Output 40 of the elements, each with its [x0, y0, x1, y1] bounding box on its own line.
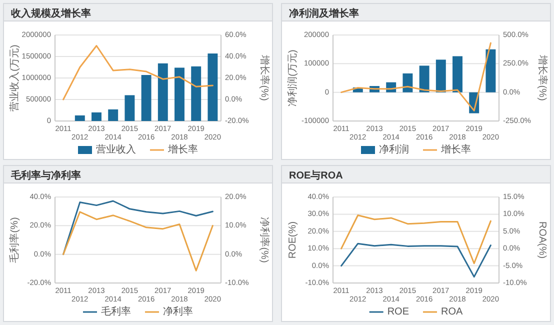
- bar: [92, 112, 102, 121]
- y-axis-title: 营业收入(万元): [8, 44, 21, 112]
- bar: [158, 63, 168, 121]
- bar: [436, 60, 446, 92]
- legend-label: 毛利率: [101, 306, 131, 318]
- legend-label: 净利率: [163, 306, 193, 318]
- bar: [419, 66, 430, 92]
- y-axis-title: 净利润(万元): [286, 50, 299, 106]
- chart-title: ROE与ROA: [289, 170, 343, 182]
- legend-label: 营业收入: [96, 144, 136, 156]
- legend-label: 增长率: [440, 144, 471, 156]
- line-series: [340, 42, 492, 112]
- y2-axis-title: 净利率(%): [258, 217, 270, 263]
- bar: [174, 68, 184, 121]
- legend-label: 净利润: [379, 144, 409, 156]
- legend-label: 增长率: [167, 144, 198, 156]
- bar: [108, 109, 118, 121]
- y2-axis-title: ROA(%): [536, 221, 548, 259]
- line-series: [62, 200, 214, 256]
- legend-label: ROA: [441, 306, 463, 318]
- legend-label: ROE: [387, 306, 410, 318]
- bar: [208, 53, 218, 121]
- line-series: [62, 45, 214, 100]
- chart-title: 收入规模及增长率: [11, 8, 91, 20]
- y2-axis-title: 增长率(%): [536, 54, 548, 101]
- chart-title: 毛利率与净利率: [10, 170, 81, 182]
- y2-axis-title: 增长率(%): [258, 54, 270, 101]
- bar: [452, 56, 462, 92]
- bar: [141, 74, 152, 121]
- line-series: [340, 214, 492, 264]
- line-series: [340, 242, 492, 278]
- chart-title: 净利润及增长率: [289, 8, 359, 20]
- line-series: [62, 211, 214, 272]
- bar: [191, 66, 202, 121]
- y-axis-title: 毛利率(%): [8, 217, 21, 263]
- bar: [402, 73, 413, 92]
- y-axis-title: ROE(%): [288, 221, 299, 259]
- bar: [486, 49, 496, 92]
- bar: [74, 115, 85, 121]
- bar: [124, 95, 135, 121]
